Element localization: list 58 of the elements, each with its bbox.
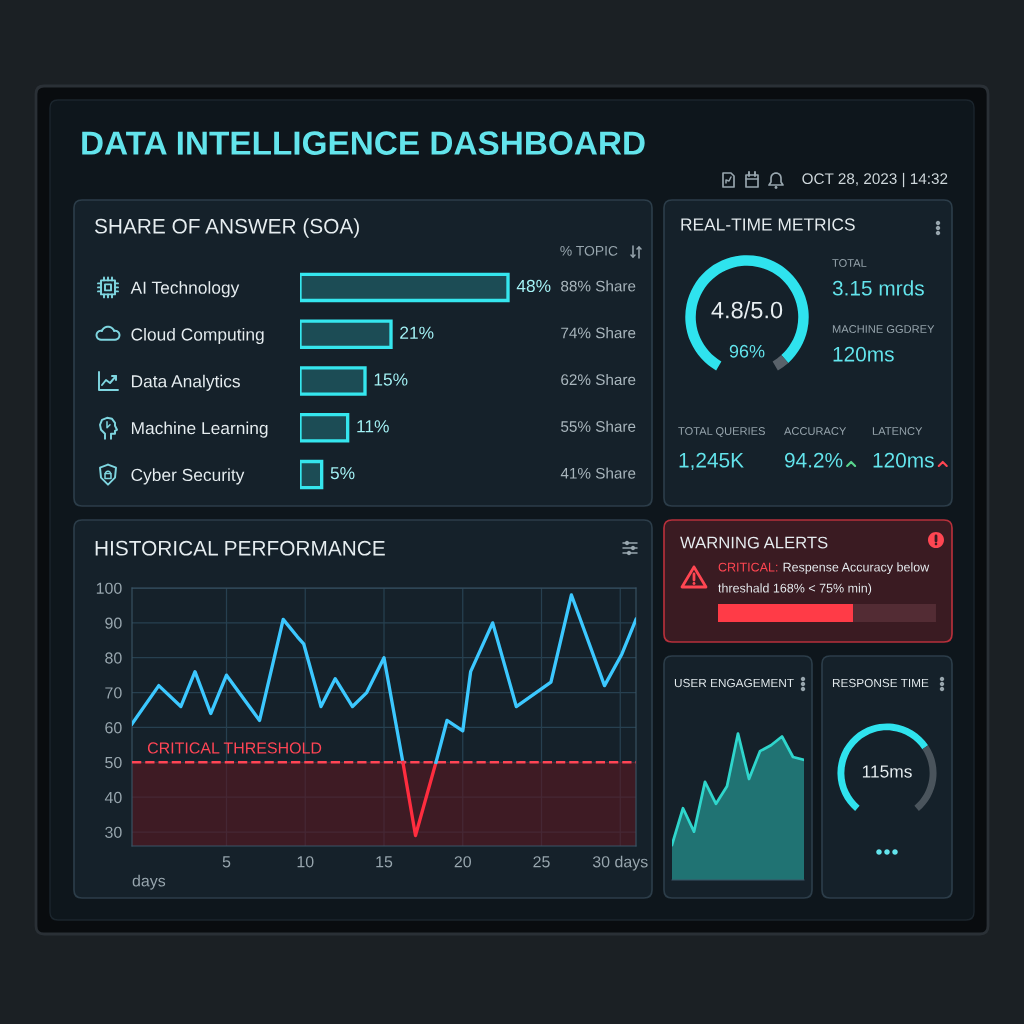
text: 55% Share — [561, 420, 636, 432]
chart-title: USER ENGAGEMENT — [674, 678, 794, 688]
text: DATA INTELLIGENCE DASHBOARD — [82, 131, 645, 155]
text: 1,245K — [679, 452, 744, 471]
y-tick-label: Data Analytics — [131, 374, 240, 391]
x-tick-label: 10 — [297, 856, 314, 868]
data-label: 48% — [516, 279, 551, 293]
text: % TOPIC — [560, 245, 618, 256]
text: 62% Share — [561, 373, 636, 386]
text: 4.8/5.0 — [711, 301, 783, 319]
y-tick-label: Machine Learning — [131, 421, 268, 438]
data-label: 5% — [330, 467, 355, 480]
text: 120ms — [873, 452, 934, 468]
text: TOTAL QUERIES — [678, 427, 765, 437]
text: 94.2% — [784, 452, 843, 468]
y-tick-label: 80 — [105, 652, 122, 664]
y-tick-label: 50 — [105, 756, 122, 769]
data-label: 21% — [400, 326, 434, 339]
y-tick-label: Cyber Security — [131, 468, 245, 485]
text: 74% Share — [561, 327, 636, 339]
y-tick-label: 70 — [105, 687, 122, 699]
text: OCT 28, 2023 | 14:32 — [802, 172, 948, 188]
chart-title: REAL-TIME METRICS — [681, 218, 855, 231]
x-tick-label: 30 days — [592, 855, 648, 871]
text: LATENCY — [872, 427, 923, 435]
chart-title: RESPONSE TIME — [832, 678, 929, 688]
x-tick-label: 25 — [533, 856, 550, 868]
line-series — [434, 593, 636, 764]
ref-line-label: CRITICAL THRESHOLD — [147, 742, 322, 754]
line-series — [132, 617, 405, 764]
text: 3.15 mrds — [832, 280, 924, 296]
text: MACHINE GGDREY — [832, 325, 935, 333]
text: TOTAL — [832, 259, 867, 267]
x-tick-label: 15 — [376, 856, 393, 868]
text: CRITICAL: — [718, 562, 778, 572]
data-label: 11% — [357, 420, 389, 433]
text: threshald 168% < 75% min) — [718, 583, 872, 595]
y-tick-label: 30 — [105, 826, 122, 838]
text: ACCURACY — [784, 427, 847, 435]
y-tick-label: 40 — [104, 791, 122, 804]
y-tick-label: 90 — [105, 617, 122, 629]
x-tick-label: 20 — [454, 856, 472, 868]
y-tick-label: 100 — [96, 582, 122, 594]
text: Respense Accuracy below — [783, 562, 930, 574]
chart-title: SHARE OF ANSWER (SOA) — [94, 218, 359, 238]
text: 115ms — [862, 765, 912, 778]
chart-title: WARNING ALERTS — [680, 536, 828, 549]
y-tick-label: Cloud Computing — [131, 327, 264, 345]
text: 88% Share — [561, 280, 636, 292]
y-tick-label: AI Technology — [130, 281, 240, 298]
chart-title: HISTORICAL PERFORMANCE — [95, 540, 385, 556]
x-axis-title: days — [132, 874, 166, 890]
text: 120ms — [833, 346, 894, 362]
y-tick-label: 60 — [105, 722, 122, 734]
text: 41% Share — [560, 467, 636, 479]
text: 96% — [729, 344, 765, 358]
x-tick-label: 5 — [222, 856, 231, 868]
data-label: 15% — [374, 373, 408, 386]
